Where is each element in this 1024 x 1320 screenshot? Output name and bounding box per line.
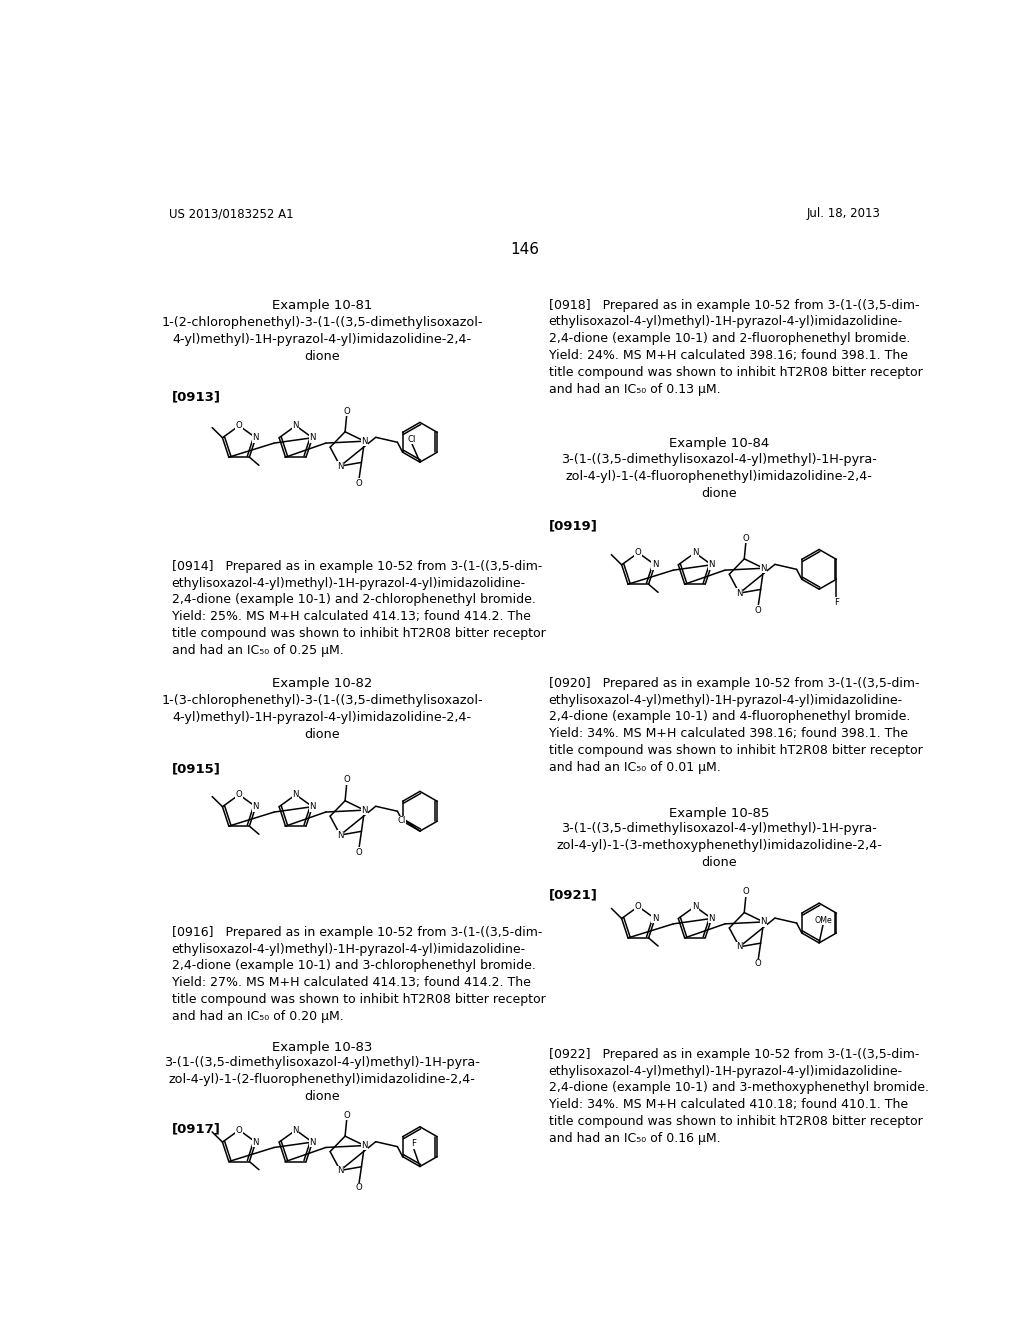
Text: Example 10-81: Example 10-81 — [272, 298, 373, 312]
Text: O: O — [236, 791, 243, 799]
Text: N: N — [709, 913, 715, 923]
Text: O: O — [755, 606, 762, 615]
Text: O: O — [355, 847, 362, 857]
Text: N: N — [337, 1166, 343, 1175]
Text: [0919]: [0919] — [549, 519, 597, 532]
Text: 1-(3-chlorophenethyl)-3-(1-((3,5-dimethylisoxazol-
4-yl)methyl)-1H-pyrazol-4-yl): 1-(3-chlorophenethyl)-3-(1-((3,5-dimethy… — [162, 694, 483, 741]
Text: 1-(2-chlorophenethyl)-3-(1-((3,5-dimethylisoxazol-
4-yl)methyl)-1H-pyrazol-4-yl): 1-(2-chlorophenethyl)-3-(1-((3,5-dimethy… — [162, 315, 483, 363]
Text: N: N — [309, 1138, 315, 1147]
Text: F: F — [834, 598, 839, 607]
Text: N: N — [337, 830, 343, 840]
Text: O: O — [355, 1183, 362, 1192]
Text: O: O — [742, 887, 750, 896]
Text: O: O — [742, 533, 750, 543]
Text: N: N — [651, 913, 658, 923]
Text: N: N — [309, 433, 315, 442]
Text: O: O — [635, 548, 642, 557]
Text: [0916]   Prepared as in example 10-52 from 3-(1-((3,5-dim-
ethylisoxazol-4-yl)me: [0916] Prepared as in example 10-52 from… — [172, 925, 546, 1023]
Text: N: N — [736, 942, 742, 952]
Text: N: N — [761, 917, 767, 927]
Text: [0914]   Prepared as in example 10-52 from 3-(1-((3,5-dim-
ethylisoxazol-4-yl)me: [0914] Prepared as in example 10-52 from… — [172, 560, 546, 657]
Text: [0918]   Prepared as in example 10-52 from 3-(1-((3,5-dim-
ethylisoxazol-4-yl)me: [0918] Prepared as in example 10-52 from… — [549, 298, 923, 396]
Text: O: O — [343, 1111, 350, 1119]
Text: N: N — [253, 1138, 259, 1147]
Text: 3-(1-((3,5-dimethylisoxazol-4-yl)methyl)-1H-pyra-
zol-4-yl)-1-(4-fluorophenethyl: 3-(1-((3,5-dimethylisoxazol-4-yl)methyl)… — [561, 453, 878, 500]
Text: N: N — [736, 589, 742, 598]
Text: [0922]   Prepared as in example 10-52 from 3-(1-((3,5-dim-
ethylisoxazol-4-yl)me: [0922] Prepared as in example 10-52 from… — [549, 1048, 929, 1144]
Text: 146: 146 — [510, 242, 540, 257]
Text: Cl: Cl — [408, 434, 416, 444]
Text: [0917]: [0917] — [172, 1122, 220, 1135]
Text: N: N — [361, 437, 368, 446]
Text: O: O — [755, 960, 762, 969]
Text: N: N — [691, 902, 698, 911]
Text: O: O — [343, 775, 350, 784]
Text: O: O — [236, 421, 243, 430]
Text: N: N — [253, 803, 259, 812]
Text: Cl: Cl — [397, 817, 406, 825]
Text: 3-(1-((3,5-dimethylisoxazol-4-yl)methyl)-1H-pyra-
zol-4-yl)-1-(2-fluorophenethyl: 3-(1-((3,5-dimethylisoxazol-4-yl)methyl)… — [165, 1056, 480, 1104]
Text: N: N — [293, 421, 299, 430]
Text: 3-(1-((3,5-dimethylisoxazol-4-yl)methyl)-1H-pyra-
zol-4-yl)-1-(3-methoxyphenethy: 3-(1-((3,5-dimethylisoxazol-4-yl)methyl)… — [556, 822, 882, 869]
Text: F: F — [411, 1139, 416, 1148]
Text: N: N — [651, 560, 658, 569]
Text: Example 10-85: Example 10-85 — [669, 807, 769, 820]
Text: US 2013/0183252 A1: US 2013/0183252 A1 — [169, 207, 294, 220]
Text: [0913]: [0913] — [172, 391, 220, 403]
Text: N: N — [761, 564, 767, 573]
Text: [0915]: [0915] — [172, 762, 220, 775]
Text: N: N — [293, 791, 299, 799]
Text: O: O — [635, 902, 642, 911]
Text: N: N — [293, 1126, 299, 1135]
Text: N: N — [309, 803, 315, 812]
Text: Example 10-83: Example 10-83 — [272, 1040, 373, 1053]
Text: Example 10-84: Example 10-84 — [669, 437, 769, 450]
Text: N: N — [361, 1140, 368, 1150]
Text: Example 10-82: Example 10-82 — [272, 677, 373, 690]
Text: N: N — [361, 805, 368, 814]
Text: N: N — [709, 560, 715, 569]
Text: O: O — [343, 407, 350, 416]
Text: Jul. 18, 2013: Jul. 18, 2013 — [807, 207, 881, 220]
Text: N: N — [253, 433, 259, 442]
Text: O: O — [355, 479, 362, 487]
Text: O: O — [236, 1126, 243, 1135]
Text: N: N — [337, 462, 343, 471]
Text: OMe: OMe — [814, 916, 831, 924]
Text: [0921]: [0921] — [549, 888, 597, 902]
Text: N: N — [691, 548, 698, 557]
Text: [0920]   Prepared as in example 10-52 from 3-(1-((3,5-dim-
ethylisoxazol-4-yl)me: [0920] Prepared as in example 10-52 from… — [549, 677, 923, 774]
